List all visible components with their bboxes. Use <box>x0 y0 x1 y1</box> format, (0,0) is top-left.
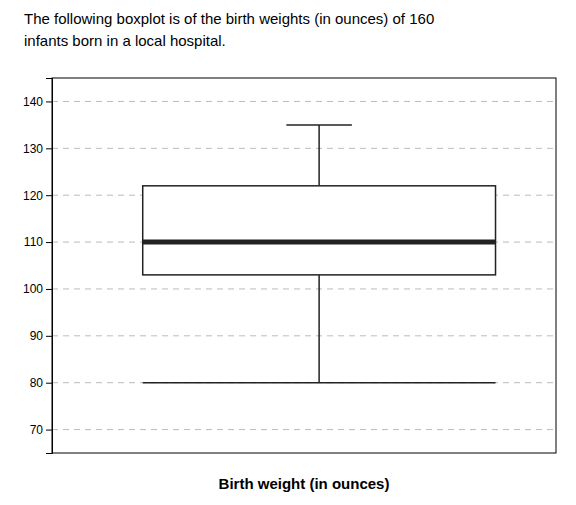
y-tick: 140 <box>23 95 52 109</box>
plot: 70 80 90 100 110 120 130 140 <box>23 78 556 454</box>
y-tick-label: 120 <box>23 189 43 203</box>
y-tick-label: 80 <box>30 376 44 390</box>
y-tick-mark <box>46 430 52 431</box>
grid-line <box>52 382 556 383</box>
y-tick-label: 130 <box>23 142 43 156</box>
grid-line <box>52 288 556 289</box>
y-tick: 110 <box>24 235 52 249</box>
y-tick-label: 140 <box>23 95 43 109</box>
y-tick-mark <box>46 336 52 337</box>
upper-whisker <box>318 125 320 186</box>
y-tick-mark <box>46 289 52 290</box>
y-tick-mark <box>46 101 52 102</box>
grid-line <box>52 429 556 430</box>
y-tick: 130 <box>23 142 52 156</box>
y-tick: 70 <box>30 423 52 437</box>
grid-line <box>52 335 556 336</box>
y-tick: 100 <box>23 282 52 296</box>
y-tick-mark <box>46 383 52 384</box>
y-tick-label: 100 <box>23 282 43 296</box>
boxplot <box>143 125 496 383</box>
y-tick: 80 <box>30 376 52 390</box>
grid-line <box>52 101 556 102</box>
y-tick: 120 <box>23 189 52 203</box>
y-tick-label: 90 <box>30 329 44 343</box>
y-tick-mark <box>46 148 52 149</box>
chart: The following boxplot is of the birth we… <box>0 0 576 505</box>
y-tick-label: 110 <box>24 235 43 249</box>
y-axis-line <box>46 79 53 454</box>
lower-cap <box>143 382 496 384</box>
y-tick-mark <box>46 242 52 243</box>
y-axis: 70 80 90 100 110 120 130 140 <box>23 79 53 454</box>
median <box>143 240 496 245</box>
grid <box>52 101 556 429</box>
upper-cap <box>286 124 352 126</box>
grid-line <box>52 148 556 149</box>
box <box>143 186 496 275</box>
y-tick-mark <box>46 195 52 196</box>
x-axis-title: Birth weight (in ounces) <box>219 475 390 492</box>
title: The following boxplot is of the birth we… <box>24 10 434 27</box>
y-tick: 90 <box>30 329 52 343</box>
grid-line <box>52 242 556 243</box>
y-tick-label: 70 <box>30 423 44 437</box>
title: infants born in a local hospital. <box>24 32 226 49</box>
lower-whisker <box>318 275 320 383</box>
plot-frame <box>52 78 556 453</box>
